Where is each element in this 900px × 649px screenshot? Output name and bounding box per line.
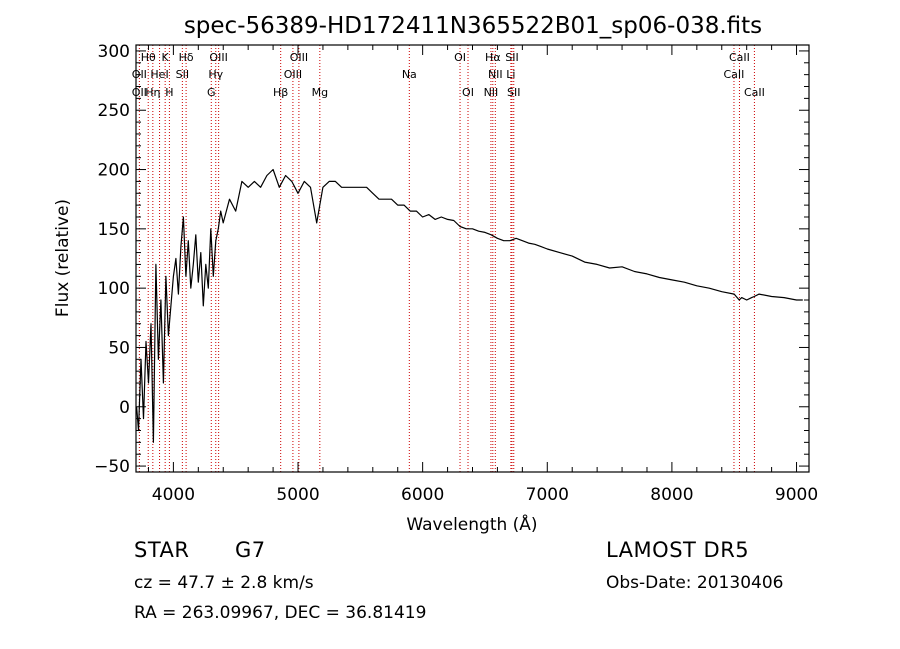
x-tick-label: 4000 bbox=[152, 485, 195, 505]
spectral-line-label: HeI bbox=[150, 68, 168, 81]
y-axis-label: Flux (relative) bbox=[53, 199, 73, 317]
spectral-line-label: H bbox=[165, 86, 173, 99]
spectral-line-label: SII bbox=[176, 68, 189, 81]
x-tick-label: 9000 bbox=[775, 485, 818, 505]
spectral-line-label: CaII bbox=[724, 68, 745, 81]
spectral-line-label: OIII bbox=[209, 51, 227, 64]
coordinates: RA = 263.09967, DEC = 36.81419 bbox=[134, 603, 427, 623]
y-tick-label: 0 bbox=[119, 398, 130, 418]
spectral-line-label: NII bbox=[488, 68, 503, 81]
spectral-line-label: OIII bbox=[290, 51, 308, 64]
x-tick-label: 5000 bbox=[276, 485, 319, 505]
spectral-line-label: K bbox=[162, 51, 170, 64]
spectral-line-label: SII bbox=[507, 86, 520, 99]
spectral-line-label: CaII bbox=[744, 86, 765, 99]
spectral-line-markers bbox=[138, 45, 755, 472]
spectral-line-label: NII bbox=[484, 86, 499, 99]
spectral-line-label: OI bbox=[454, 51, 466, 64]
spectral-line-label: Mg bbox=[312, 86, 328, 99]
plot-frame bbox=[135, 44, 810, 473]
x-tick-label: 7000 bbox=[526, 485, 569, 505]
spectral-line-label: Hδ bbox=[179, 51, 194, 64]
spectral-line-label: G bbox=[207, 86, 216, 99]
y-axis: −50 0 50 100 150 200 250 300 bbox=[94, 42, 809, 477]
y-tick-label: 200 bbox=[98, 161, 130, 181]
x-axis: 4000 5000 6000 7000 8000 9000 bbox=[147, 45, 818, 505]
x-tick-label: 8000 bbox=[650, 485, 693, 505]
spectral-line-label: SII bbox=[505, 51, 518, 64]
y-tick-label: 100 bbox=[98, 279, 130, 299]
radial-velocity: cz = 47.7 ± 2.8 km/s bbox=[134, 573, 314, 593]
spectrum-line bbox=[136, 168, 803, 443]
spectral-subclass: G7 bbox=[235, 538, 266, 562]
spectral-line-label: OI bbox=[462, 86, 474, 99]
spectral-line-label: OIII bbox=[284, 68, 302, 81]
y-tick-label: 150 bbox=[98, 220, 130, 240]
y-tick-label: −50 bbox=[94, 457, 130, 477]
x-axis-label: Wavelength (Å) bbox=[406, 513, 537, 535]
spectral-line-label: Na bbox=[402, 68, 417, 81]
spectral-line-label: Hβ bbox=[273, 86, 288, 99]
y-tick-label: 50 bbox=[108, 338, 130, 358]
x-tick-label: 6000 bbox=[401, 485, 444, 505]
spectral-line-label: Hθ bbox=[141, 51, 156, 64]
chart-title: spec-56389-HD172411N365522B01_sp06-038.f… bbox=[184, 13, 762, 39]
observation-date: Obs-Date: 20130406 bbox=[606, 573, 784, 593]
y-tick-label: 250 bbox=[98, 101, 130, 121]
object-type: STAR bbox=[134, 538, 190, 562]
spectral-line-label: CaII bbox=[729, 51, 750, 64]
spectral-line-label: Hα bbox=[485, 51, 501, 64]
survey-name: LAMOST DR5 bbox=[606, 538, 750, 562]
spectral-line-label: Li bbox=[506, 68, 515, 81]
spectral-line-label: Hη bbox=[145, 86, 160, 99]
y-tick-label: 300 bbox=[98, 42, 130, 62]
spectral-line-label: Hγ bbox=[208, 68, 223, 81]
